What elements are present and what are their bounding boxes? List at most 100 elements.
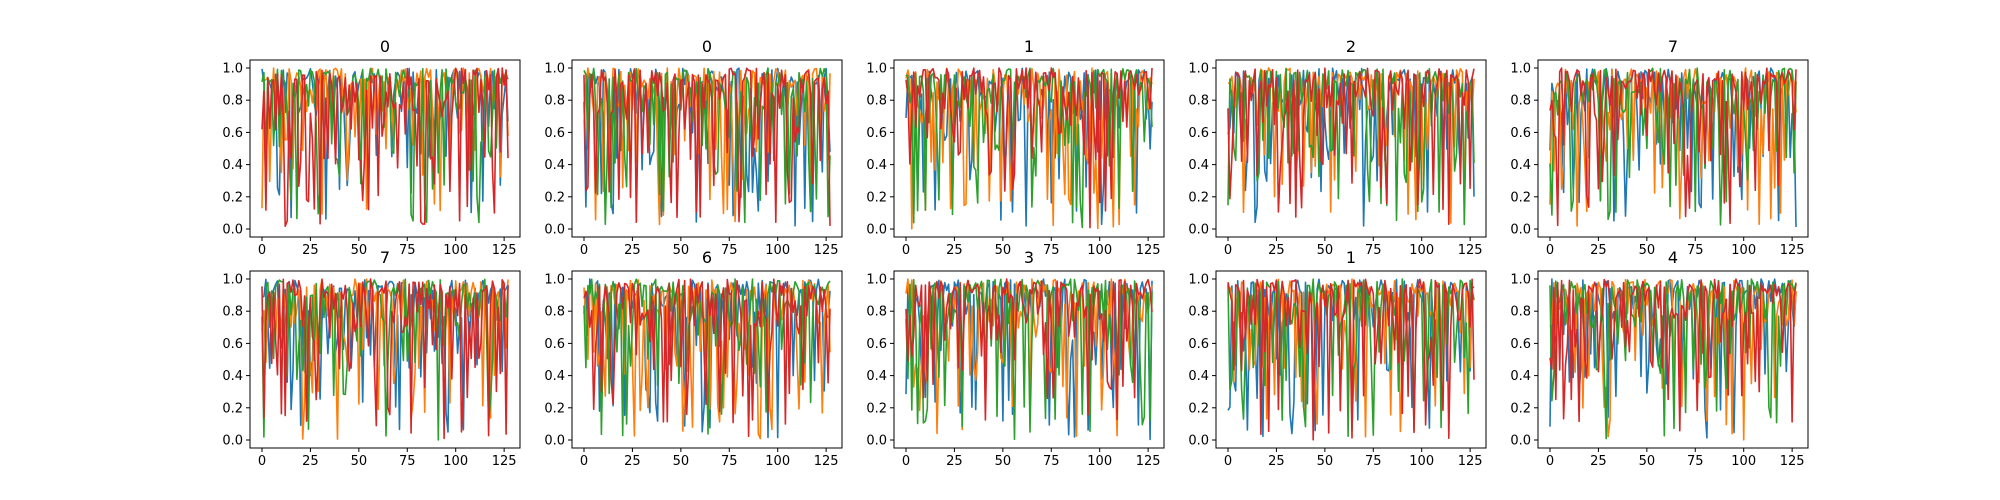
y-tick-label: 0.6 <box>222 126 243 141</box>
panel-3: 1 0 25 50 75 100 125 0.0 0.2 0.4 0.6 0.8 1.0 <box>866 37 1165 258</box>
y-tick-label: 0.0 <box>222 223 243 238</box>
x-tick-label: 75 <box>1365 243 1382 258</box>
axes-frame <box>571 270 843 449</box>
x-tick-label: 100 <box>443 243 468 258</box>
x-tick-label: 100 <box>1731 243 1756 258</box>
x-tick-label: 75 <box>721 243 738 258</box>
y-tick-label: 0.8 <box>1188 94 1209 109</box>
y-tick-label: 0.8 <box>1188 305 1209 320</box>
series-line-4 <box>583 278 831 437</box>
x-tick-label: 75 <box>399 243 416 258</box>
panel-title: 1 <box>1024 37 1034 56</box>
y-tick-label: 0.0 <box>222 434 243 449</box>
x-tick-label: 75 <box>1687 243 1704 258</box>
y-tick-label: 0.6 <box>866 337 887 352</box>
y-tick-label: 0.0 <box>1510 223 1531 238</box>
x-tick-label: 125 <box>1136 454 1161 469</box>
y-tick-label: 0.8 <box>544 305 565 320</box>
series-line-4 <box>261 67 509 227</box>
panel-title: 7 <box>380 248 390 267</box>
panel-title: 2 <box>1346 37 1356 56</box>
x-tick-label: 50 <box>351 243 368 258</box>
x-tick-label: 0 <box>258 243 266 258</box>
y-tick-label: 0.6 <box>544 337 565 352</box>
panel-title: 0 <box>380 37 390 56</box>
y-tick-label: 0.2 <box>1510 190 1531 205</box>
y-tick-label: 1.0 <box>1510 273 1531 288</box>
y-tick-label: 1.0 <box>544 62 565 77</box>
x-tick-label: 0 <box>258 454 266 469</box>
axes-frame <box>571 59 843 238</box>
y-tick-label: 0.4 <box>1188 158 1209 173</box>
x-tick-label: 0 <box>580 454 588 469</box>
y-tick-label: 0.4 <box>866 369 887 384</box>
x-tick-label: 75 <box>1365 454 1382 469</box>
x-tick-label: 100 <box>1087 454 1112 469</box>
y-tick-label: 0.6 <box>544 126 565 141</box>
y-tick-label: 0.4 <box>544 369 565 384</box>
axes-frame <box>893 59 1165 238</box>
x-tick-label: 50 <box>1639 243 1656 258</box>
y-tick-label: 0.0 <box>866 434 887 449</box>
axes-frame <box>1215 270 1487 449</box>
y-tick-label: 0.8 <box>866 305 887 320</box>
x-tick-label: 0 <box>902 454 910 469</box>
series-line-4 <box>1549 67 1797 227</box>
y-tick-label: 0.2 <box>1188 401 1209 416</box>
axes-frame <box>249 270 521 449</box>
panel-2: 0 0 25 50 75 100 125 0.0 0.2 0.4 0.6 0.8 1.0 <box>544 37 843 258</box>
series-line-4 <box>1549 278 1797 432</box>
panel-10: 4 0 25 50 75 100 125 0.0 0.2 0.4 0.6 0.8 1.0 <box>1510 248 1809 469</box>
x-tick-label: 100 <box>1409 243 1434 258</box>
y-tick-label: 0.2 <box>222 401 243 416</box>
x-tick-label: 75 <box>1043 454 1060 469</box>
series-line-4 <box>1227 67 1475 225</box>
x-tick-label: 125 <box>492 243 517 258</box>
y-tick-label: 0.2 <box>544 190 565 205</box>
panel-5: 7 0 25 50 75 100 125 0.0 0.2 0.4 0.6 0.8 1.0 <box>1510 37 1809 258</box>
panel-title: 0 <box>702 37 712 56</box>
x-tick-label: 50 <box>1639 454 1656 469</box>
axes-frame <box>1537 270 1809 449</box>
x-tick-label: 125 <box>492 454 517 469</box>
y-tick-label: 0.6 <box>1188 337 1209 352</box>
series-line-4 <box>261 278 509 440</box>
y-tick-label: 0.8 <box>222 94 243 109</box>
x-tick-label: 50 <box>1317 243 1334 258</box>
panel-4: 2 0 25 50 75 100 125 0.0 0.2 0.4 0.6 0.8 1.0 <box>1188 37 1487 258</box>
axes-frame <box>893 270 1165 449</box>
y-tick-label: 0.8 <box>1510 305 1531 320</box>
y-tick-label: 1.0 <box>866 273 887 288</box>
panel-title: 3 <box>1024 248 1034 267</box>
y-tick-label: 0.6 <box>1188 126 1209 141</box>
x-tick-label: 100 <box>443 454 468 469</box>
x-tick-label: 50 <box>673 243 690 258</box>
y-tick-label: 0.2 <box>222 190 243 205</box>
y-tick-label: 1.0 <box>222 273 243 288</box>
panel-title: 4 <box>1668 248 1678 267</box>
x-tick-label: 25 <box>624 454 641 469</box>
series-line-4 <box>905 278 1153 421</box>
y-tick-label: 0.2 <box>1188 190 1209 205</box>
axes-frame <box>249 59 521 238</box>
y-tick-label: 0.4 <box>222 158 243 173</box>
x-tick-label: 100 <box>1409 454 1434 469</box>
y-tick-label: 1.0 <box>222 62 243 77</box>
y-tick-label: 0.8 <box>544 94 565 109</box>
x-tick-label: 0 <box>1546 243 1554 258</box>
y-tick-label: 0.0 <box>866 223 887 238</box>
x-tick-label: 0 <box>1224 243 1232 258</box>
y-tick-label: 1.0 <box>1510 62 1531 77</box>
series-line-4 <box>1227 278 1475 441</box>
series-line-3 <box>261 278 509 441</box>
axes-frame <box>1537 59 1809 238</box>
x-tick-label: 50 <box>673 454 690 469</box>
x-tick-label: 0 <box>902 243 910 258</box>
x-tick-label: 50 <box>351 454 368 469</box>
x-tick-label: 125 <box>1136 243 1161 258</box>
panel-1: 0 0 25 50 75 100 125 0.0 0.2 0.4 0.6 0.8 1.0 <box>222 37 521 258</box>
panel-7: 6 0 25 50 75 100 125 0.0 0.2 0.4 0.6 0.8 1.0 <box>544 248 843 469</box>
x-tick-label: 125 <box>814 454 839 469</box>
x-tick-label: 0 <box>580 243 588 258</box>
